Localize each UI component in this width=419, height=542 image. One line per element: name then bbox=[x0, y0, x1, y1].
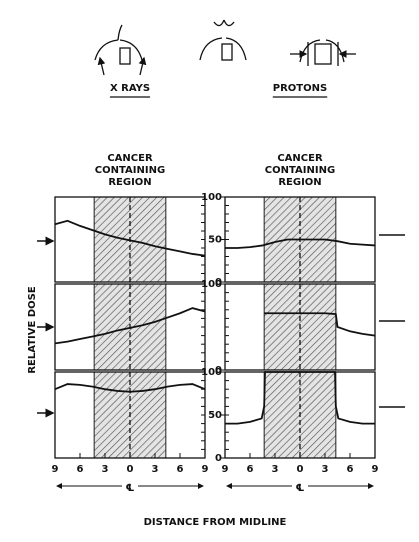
x-tick-label: 9 bbox=[52, 464, 59, 475]
region-annotation: REGION bbox=[278, 177, 321, 188]
y-tick-label: 50 bbox=[208, 235, 222, 246]
x-tick-label: 6 bbox=[77, 464, 84, 475]
x-tick-label: 6 bbox=[247, 464, 254, 475]
midline-symbol: ℄ bbox=[126, 483, 135, 494]
column-title: X RAYS bbox=[110, 83, 150, 94]
x-tick-label: 0 bbox=[127, 464, 134, 475]
x-tick-label: 3 bbox=[272, 464, 279, 475]
column-title: PROTONS bbox=[273, 83, 327, 94]
region-annotation: CONTAINING bbox=[95, 165, 165, 176]
body-sketches bbox=[95, 20, 356, 75]
region-annotation: CONTAINING bbox=[265, 165, 335, 176]
y-tick-label: 50 bbox=[208, 410, 222, 421]
y-tick-label: 100 bbox=[201, 279, 222, 290]
x-axis-label: DISTANCE FROM MIDLINE bbox=[144, 517, 287, 528]
midline-symbol: ℄ bbox=[296, 483, 305, 494]
x-tick-label: 6 bbox=[177, 464, 184, 475]
y-tick-label: 0 bbox=[215, 453, 222, 464]
region-annotation: REGION bbox=[108, 177, 151, 188]
x-tick-label: 9 bbox=[202, 464, 209, 475]
x-tick-label: 6 bbox=[347, 464, 354, 475]
region-annotation: CANCER bbox=[277, 153, 323, 164]
x-tick-label: 9 bbox=[222, 464, 229, 475]
region-annotation: CANCER bbox=[107, 153, 153, 164]
x-tick-label: 0 bbox=[297, 464, 304, 475]
y-tick-label: 100 bbox=[201, 192, 222, 203]
x-tick-label: 9 bbox=[372, 464, 379, 475]
x-tick-label: 3 bbox=[152, 464, 159, 475]
x-tick-label: 3 bbox=[102, 464, 109, 475]
x-tick-label: 3 bbox=[322, 464, 329, 475]
figure: RELATIVE DOSE DISTANCE FROM MIDLINE X RA… bbox=[0, 0, 419, 542]
y-axis-label: RELATIVE DOSE bbox=[27, 286, 38, 373]
y-tick-label: 100 bbox=[201, 367, 222, 378]
